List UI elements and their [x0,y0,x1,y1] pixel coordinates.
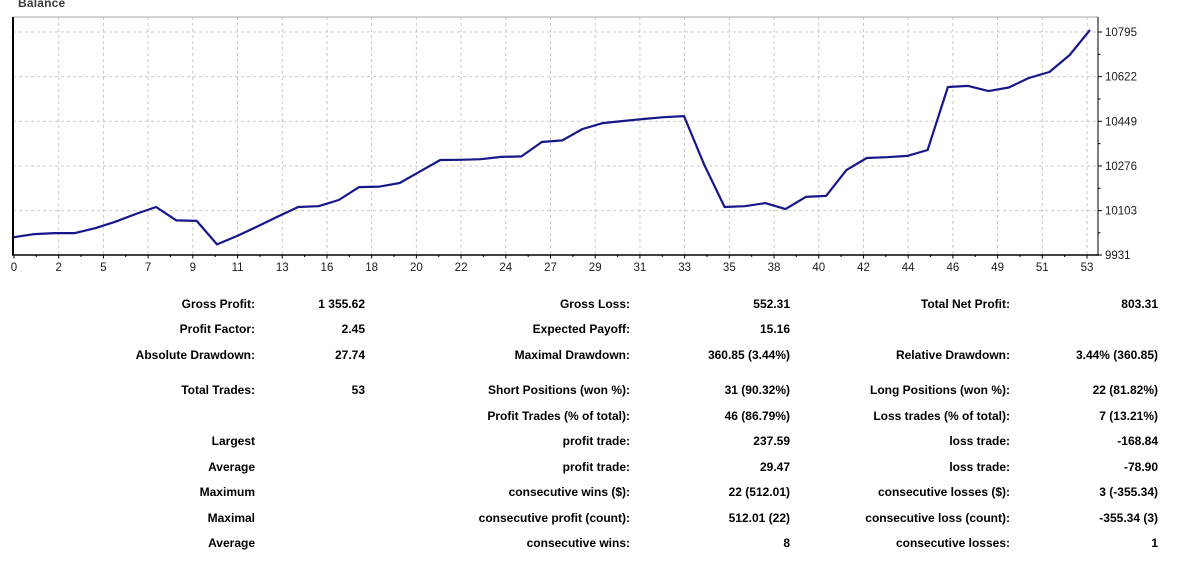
stat-value: 8 [783,536,790,551]
x-axis-label: 40 [812,262,825,274]
stat-value: -78.90 [1123,459,1158,474]
stat-value: 31 (90.32%) [724,383,790,398]
stat-label: Long Positions (won %): [870,383,1010,398]
stat-label: consecutive wins: [526,536,630,551]
stat-label: consecutive losses: [895,536,1010,551]
y-axis-label: 10103 [1105,206,1137,218]
stats-row: Total Trades: 53 Short Positions (won %): 3… [0,378,1158,404]
x-axis-label: 2 [56,262,62,274]
y-axis-label: 10449 [1105,116,1137,128]
x-axis-label: 46 [946,262,959,274]
stats-row: Largest profit trade: 237.59 loss trade: -16… [0,429,1158,455]
stat-label: Average [208,536,255,551]
stat-value: 512.01 (22) [728,510,790,525]
stats-row: Maximum consecutive wins ($): 22 (512.01) c… [0,480,1158,506]
y-axis-label: 10276 [1105,161,1137,173]
stat-value: 552.31 [753,296,790,311]
x-axis-label: 9 [190,262,196,274]
stat-label: Expected Payoff: [532,322,630,337]
stats-row: Absolute Drawdown: 27.74 Maximal Drawdown:… [0,342,1158,368]
stat-value: 360.85 (3.44%) [707,347,790,362]
stat-label: Maximal Drawdown: [514,347,630,362]
x-axis-label: 42 [857,262,870,274]
stat-value: -355.34 (3) [1099,510,1158,525]
x-axis-label: 31 [634,262,647,274]
stat-label: Profit Factor: [179,322,255,337]
x-axis-label: 51 [1036,262,1049,274]
stat-value: 2.45 [341,322,365,337]
stat-value: 3.44% (360.85) [1075,347,1158,362]
x-axis-label: 13 [276,262,289,274]
x-axis-label: 0 [11,262,17,274]
stat-value: -168.84 [1117,434,1158,449]
stat-label: profit trade: [562,434,630,449]
stat-label: Profit Trades (% of total): [487,408,630,423]
x-axis-label: 7 [145,262,151,274]
stats-row: Average profit trade: 29.47 loss trade: -78.… [0,454,1158,480]
x-axis-label: 16 [321,262,334,274]
stat-label: consecutive profit (count): [478,510,630,525]
stat-label: Gross Loss: [559,296,630,311]
x-axis-label: 49 [991,262,1004,274]
stat-value: 27.74 [334,347,365,362]
stat-label: consecutive loss (count): [865,510,1010,525]
stat-label: loss trade: [949,459,1010,474]
y-axis-label: 10622 [1105,72,1137,84]
x-axis-label: 44 [902,262,915,274]
x-axis-label: 33 [678,262,691,274]
x-axis-label: 22 [455,262,468,274]
stat-value: 22 (512.01) [728,485,790,500]
x-axis-label: 24 [499,262,512,274]
stat-label: Short Positions (won %): [488,383,630,398]
x-axis-label: 35 [723,262,736,274]
stat-label: profit trade: [562,459,630,474]
stats-row: Gross Profit: 1 355.62 Gross Loss: 552.31 To… [0,291,1158,317]
stat-label: Gross Profit: [181,296,255,311]
stat-value: 15.16 [759,322,790,337]
stat-value: 46 (86.79%) [724,408,790,423]
x-axis-label: 27 [544,262,557,274]
stat-value: 1 355.62 [318,296,365,311]
stats-table: Gross Profit: 1 355.62 Gross Loss: 552.31 To… [0,291,1158,556]
stats-row: Average consecutive wins: 8 consecutive los… [0,531,1158,557]
stat-value: 29.47 [759,459,790,474]
x-axis-label: 18 [365,262,378,274]
stats-row: Profit Trades (% of total): 46 (86.79%) Lo… [0,403,1158,429]
stat-value: 22 (81.82%) [1092,383,1158,398]
x-axis-label: 11 [232,262,244,274]
stat-label: Average [208,459,255,474]
stat-label: Maximum [199,485,255,500]
balance-chart-svg: 9931 10103 10276 10449 10622 10795 0 2 5 7 9 11 13 16… [11,16,1137,274]
stats-row: Maximal consecutive profit (count): 512.01… [0,505,1158,531]
chart-title: Balance [18,0,66,10]
stat-label: Relative Drawdown: [895,347,1010,362]
x-axis-label: 53 [1081,262,1094,274]
stat-label: Maximal [207,510,255,525]
stat-value: 1 [1151,536,1158,551]
stat-label: consecutive wins ($): [508,485,630,500]
stat-value: 3 (-355.34) [1099,485,1158,500]
stats-row: Profit Factor: 2.45 Expected Payoff: 15.16 [0,317,1158,343]
x-axis-label: 29 [589,262,602,274]
y-axis-label: 9931 [1105,250,1131,262]
stat-value: 803.31 [1121,296,1158,311]
stat-label: Loss trades (% of total): [873,408,1010,423]
y-axis-label: 10795 [1105,27,1137,39]
stat-value: 237.59 [753,434,790,449]
x-axis-label: 38 [768,262,781,274]
stat-value: 53 [351,383,365,398]
stat-label: loss trade: [949,434,1010,449]
stat-label: Total Trades: [181,383,255,398]
balance-chart: 9931 10103 10276 10449 10622 10795 0 2 5 7 9 11 13 16… [11,0,1137,274]
balance-line [13,29,1091,246]
x-axis-label: 20 [410,262,423,274]
x-axis-label: 5 [100,262,106,274]
stat-label: Total Net Profit: [920,296,1010,311]
stat-value: 7 (13.21%) [1099,408,1158,423]
stat-label: Largest [211,434,255,449]
stat-label: consecutive losses ($): [877,485,1010,500]
stat-label: Absolute Drawdown: [135,347,255,362]
